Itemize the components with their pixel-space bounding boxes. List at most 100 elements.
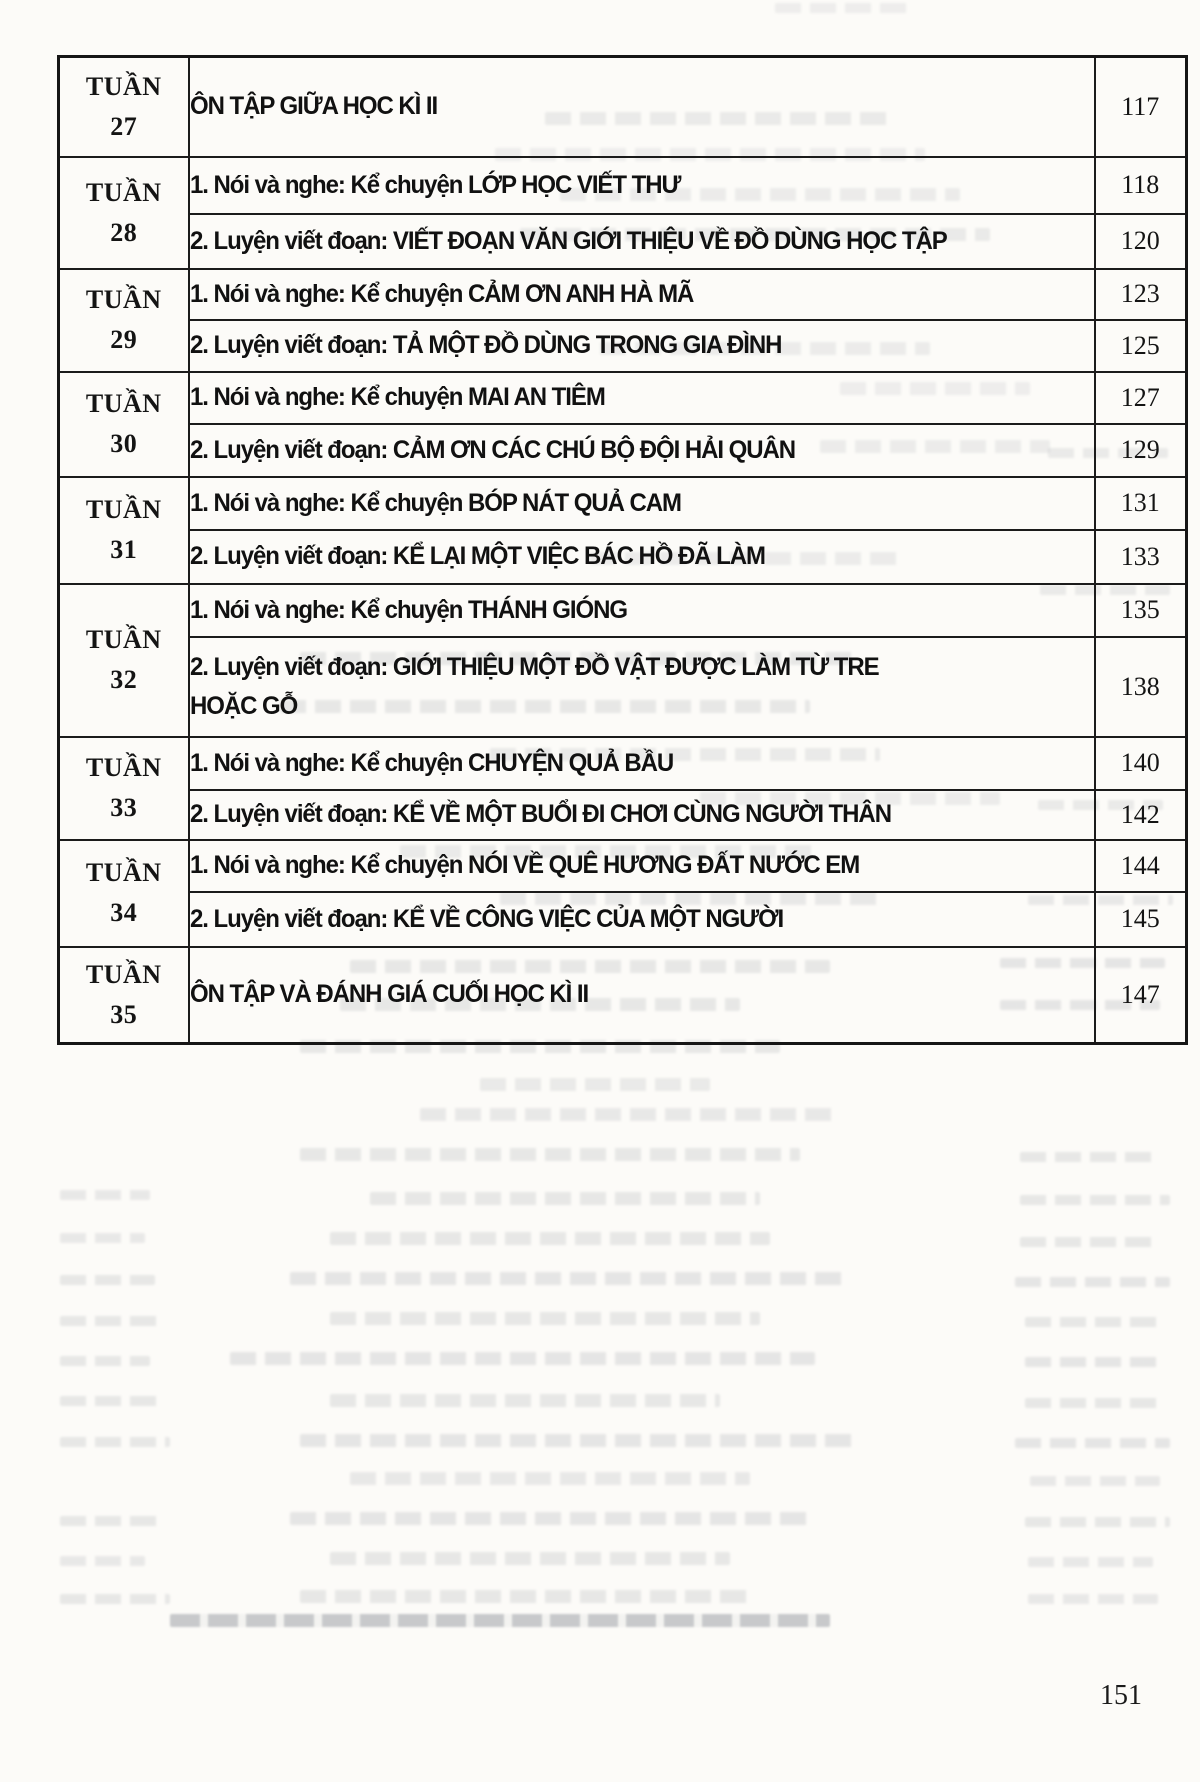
lesson-title: 1. Nói và nghe: Kể chuyện NÓI VỀ QUÊ HƯƠ… <box>189 851 860 880</box>
week-cell: TUẦN 31 <box>57 475 190 585</box>
bleedthrough-line <box>60 1190 150 1200</box>
bleedthrough-line <box>290 1512 810 1525</box>
bleedthrough-line <box>60 1516 160 1526</box>
page-number: 127 <box>1093 370 1188 425</box>
week-number: 30 <box>110 429 138 458</box>
page-number: 131 <box>1093 475 1188 531</box>
table-row: TUẦN 33 1. Nói và nghe: Kể chuyện CHUYỆN… <box>57 735 1188 841</box>
page-number: 133 <box>1093 528 1188 585</box>
bleedthrough-line <box>60 1594 170 1604</box>
table-row: TUẦN 28 1. Nói và nghe: Kể chuyện LỚP HỌ… <box>57 155 1188 270</box>
bleedthrough-line <box>290 1272 850 1285</box>
bleedthrough-line <box>60 1233 145 1243</box>
bleedthrough-line <box>300 1590 750 1603</box>
table-row: TUẦN 31 1. Nói và nghe: Kể chuyện BÓP NÁ… <box>57 475 1188 585</box>
week-cell: TUẦN 29 <box>57 267 190 373</box>
lesson-title: 1. Nói và nghe: Kể chuyện CẢM ƠN ANH HÀ … <box>189 279 694 308</box>
table-row: TUẦN 30 1. Nói và nghe: Kể chuyện MAI AN… <box>57 370 1188 478</box>
bleedthrough-line <box>1028 1594 1158 1604</box>
lesson-title: 2. Luyện viết đoạn: KỂ VỀ CÔNG VIỆC CỦA … <box>189 904 784 933</box>
bleedthrough-line <box>420 1108 840 1121</box>
page-number: 147 <box>1093 945 1188 1045</box>
week-label: TUẦN <box>85 625 162 654</box>
week-cell: TUẦN 35 <box>57 945 190 1045</box>
bleedthrough-line <box>1030 1476 1160 1486</box>
week-label: TUẦN <box>85 389 162 418</box>
page-number: 118 <box>1093 155 1188 215</box>
table-row: 2. Luyện viết đoạn: KỂ VỀ CÔNG VIỆC CỦA … <box>59 890 1188 948</box>
week-label: TUẦN <box>85 285 162 314</box>
week-number: 31 <box>110 535 138 564</box>
lesson-title: ÔN TẬP VÀ ĐÁNH GIÁ CUỐI HỌC KÌ II <box>189 980 589 1009</box>
bleedthrough-line <box>480 1078 710 1091</box>
bleedthrough-line <box>1020 1237 1160 1247</box>
bleedthrough-line <box>330 1312 760 1325</box>
bleedthrough-line <box>60 1437 170 1447</box>
page-number: 140 <box>1093 735 1188 791</box>
bleedthrough-line <box>1028 1557 1153 1567</box>
table-row: 2. Luyện viết đoạn: GIỚI THIỆU MỘT ĐỒ VẬ… <box>59 635 1188 738</box>
table-row: 2. Luyện viết đoạn: CẢM ƠN CÁC CHÚ BỘ ĐỘ… <box>59 422 1188 478</box>
lesson-title: 2. Luyện viết đoạn: VIẾT ĐOẠN VĂN GIỚI T… <box>189 226 948 255</box>
week-cell: TUẦN 32 <box>57 582 190 738</box>
week-cell: TUẦN 30 <box>57 370 190 478</box>
page-number: 135 <box>1093 582 1188 638</box>
week-label: TUẦN <box>85 858 162 887</box>
page-number: 129 <box>1093 422 1188 478</box>
lesson-title: 2. Luyện viết đoạn: GIỚI THIỆU MỘT ĐỒ VẬ… <box>189 652 880 720</box>
page-number: 138 <box>1093 635 1188 738</box>
bleedthrough-line <box>60 1356 150 1366</box>
lesson-title: ÔN TẬP GIỮA HỌC KÌ II <box>189 92 438 121</box>
week-label: TUẦN <box>85 495 162 524</box>
bleedthrough-line <box>60 1556 145 1566</box>
page-number: 144 <box>1093 838 1188 893</box>
table-row: 2. Luyện viết đoạn: KỂ LẠI MỘT VIỆC BÁC … <box>59 528 1188 585</box>
bleedthrough-line <box>350 1472 750 1485</box>
bleedthrough-line <box>330 1552 730 1565</box>
week-cell: TUẦN 34 <box>57 838 190 948</box>
page-number: 142 <box>1093 788 1188 841</box>
bleedthrough-line <box>170 1614 830 1627</box>
week-number: 33 <box>110 793 138 822</box>
week-number: 29 <box>110 325 138 354</box>
page-number: 120 <box>1093 212 1188 270</box>
bleedthrough-line <box>1025 1317 1160 1327</box>
lesson-title: 1. Nói và nghe: Kể chuyện CHUYỆN QUẢ BẦU <box>189 748 674 777</box>
week-label: TUẦN <box>85 71 162 101</box>
bleedthrough-line <box>775 3 915 13</box>
lesson-title: 1. Nói và nghe: Kể chuyện LỚP HỌC VIẾT T… <box>189 170 681 199</box>
week-number: 32 <box>110 665 138 694</box>
bleedthrough-line <box>60 1396 165 1406</box>
page-number: 117 <box>1093 55 1188 158</box>
week-label: TUẦN <box>85 959 162 989</box>
table-row: TUẦN 29 1. Nói và nghe: Kể chuyện CẢM ƠN… <box>57 267 1188 373</box>
bleedthrough-line <box>330 1394 720 1407</box>
table-row: TUẦN 27 ÔN TẬP GIỮA HỌC KÌ II 117 <box>57 55 1188 158</box>
table-row: 2. Luyện viết đoạn: VIẾT ĐOẠN VĂN GIỚI T… <box>59 212 1188 270</box>
bleedthrough-line <box>1020 1195 1170 1205</box>
week-cell: TUẦN 33 <box>57 735 190 841</box>
table-row: TUẦN 32 1. Nói và nghe: Kể chuyện THÁNH … <box>57 582 1188 738</box>
bleedthrough-line <box>1015 1438 1170 1448</box>
bleedthrough-line <box>1015 1277 1170 1287</box>
bleedthrough-line <box>230 1352 815 1365</box>
lesson-title: 2. Luyện viết đoạn: CẢM ƠN CÁC CHÚ BỘ ĐỘ… <box>189 435 796 464</box>
table-row: 2. Luyện viết đoạn: KỂ VỀ MỘT BUỔI ĐI CH… <box>59 788 1188 841</box>
bleedthrough-line <box>330 1232 770 1245</box>
bleedthrough-line <box>300 1434 860 1447</box>
week-cell: TUẦN 27 <box>57 55 190 158</box>
table-row: 2. Luyện viết đoạn: TẢ MỘT ĐỒ DÙNG TRONG… <box>59 318 1188 373</box>
week-label: TUẦN <box>85 177 162 207</box>
table-row: TUẦN 34 1. Nói và nghe: Kể chuyện NÓI VỀ… <box>57 838 1188 948</box>
bleedthrough-line <box>1025 1517 1170 1527</box>
week-label: TUẦN <box>85 753 162 782</box>
week-number: 34 <box>110 898 138 927</box>
week-number: 28 <box>110 217 138 247</box>
table-row: TUẦN 35 ÔN TẬP VÀ ĐÁNH GIÁ CUỐI HỌC KÌ I… <box>57 945 1188 1045</box>
lesson-title: 1. Nói và nghe: Kể chuyện THÁNH GIÓNG <box>189 595 628 624</box>
folio-page-number: 151 <box>1100 1680 1142 1711</box>
week-number: 35 <box>110 999 138 1029</box>
toc-table: TUẦN 27 ÔN TẬP GIỮA HỌC KÌ II 117 TUẦN 2… <box>57 55 1188 1045</box>
lesson-title: 2. Luyện viết đoạn: KỂ LẠI MỘT VIỆC BÁC … <box>189 542 766 571</box>
